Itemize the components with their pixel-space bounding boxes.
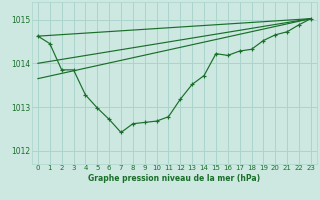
X-axis label: Graphe pression niveau de la mer (hPa): Graphe pression niveau de la mer (hPa) [88,174,260,183]
